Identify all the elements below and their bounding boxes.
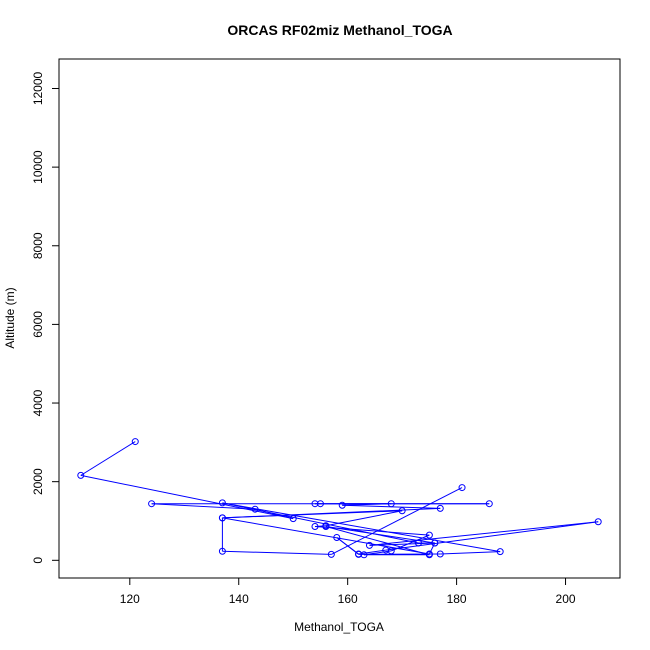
- x-tick-label: 200: [556, 592, 576, 606]
- data-point: [355, 550, 363, 558]
- series-segment: [151, 503, 256, 510]
- series: [77, 438, 602, 559]
- x-tick-label: 180: [447, 592, 467, 606]
- series-segment: [342, 503, 392, 506]
- y-axis-label: Altitude (m): [3, 287, 17, 348]
- data-point: [333, 534, 341, 542]
- data-point: [382, 546, 390, 554]
- y-tick-label: 12000: [31, 71, 45, 105]
- x-axis: 120 140 160 180 200: [120, 578, 576, 606]
- series-segment: [222, 550, 332, 555]
- data-point: [425, 550, 433, 558]
- data-point: [458, 484, 466, 492]
- y-tick-label: 2000: [31, 468, 45, 495]
- x-tick-label: 160: [338, 592, 358, 606]
- x-tick-label: 140: [229, 592, 249, 606]
- data-point: [425, 531, 433, 539]
- plot-frame: [58, 58, 621, 579]
- data-point: [338, 501, 346, 509]
- data-point: [218, 547, 226, 555]
- series-segment: [80, 441, 136, 476]
- series-segment: [331, 487, 463, 555]
- data-point: [218, 514, 226, 522]
- x-axis-label: Methanol_TOGA: [294, 620, 384, 634]
- data-point: [414, 539, 422, 547]
- chart-title: ORCAS RF02miz Methanol_TOGA: [227, 22, 452, 38]
- data-point: [327, 550, 335, 558]
- data-point: [218, 499, 226, 507]
- data-point: [398, 507, 406, 515]
- series-segment: [325, 526, 430, 556]
- data-point: [311, 522, 319, 530]
- data-point: [77, 471, 85, 479]
- data-point: [251, 505, 259, 513]
- data-point: [311, 500, 319, 508]
- series-segment: [222, 502, 501, 553]
- data-point: [148, 500, 156, 508]
- y-tick-label: 6000: [31, 311, 45, 338]
- series-segment: [80, 474, 294, 520]
- y-tick-label: 10000: [31, 150, 45, 184]
- y-tick-label: 4000: [31, 389, 45, 416]
- series-segment: [222, 502, 419, 544]
- series-segment: [440, 551, 501, 555]
- series-segment: [358, 549, 386, 555]
- data-point: [316, 500, 324, 508]
- x-tick-label: 120: [120, 592, 140, 606]
- data-point: [496, 548, 504, 556]
- data-point: [431, 539, 439, 547]
- data-point: [485, 500, 493, 508]
- data-point: [387, 500, 395, 508]
- series-segment: [369, 521, 599, 546]
- y-tick-label: 8000: [31, 232, 45, 259]
- y-axis: 0 2000 4000 6000 8000 10000 12000: [31, 71, 59, 564]
- y-tick-label: 0: [31, 557, 45, 564]
- data-point: [436, 504, 444, 512]
- data-point: [436, 550, 444, 558]
- data-point: [365, 541, 373, 549]
- data-point: [289, 515, 297, 523]
- series-segment: [222, 510, 403, 519]
- data-point: [131, 438, 139, 446]
- series-segment: [222, 517, 430, 555]
- data-point: [594, 518, 602, 526]
- series-segment: [385, 521, 599, 551]
- data-point: [322, 522, 330, 530]
